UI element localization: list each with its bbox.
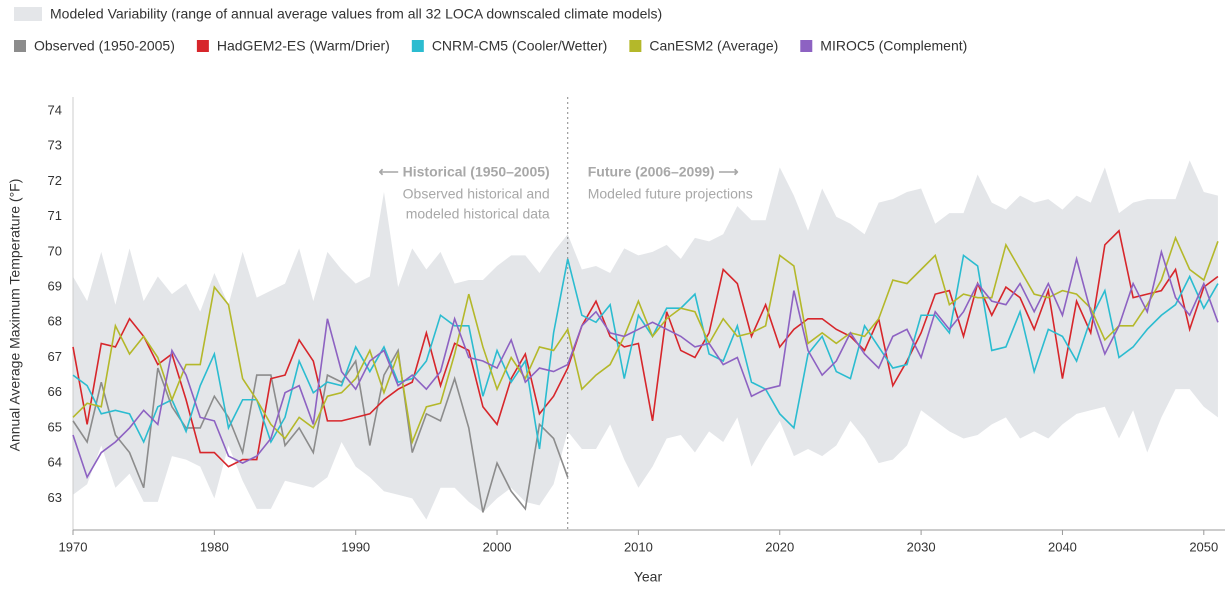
variability-band	[73, 160, 1218, 520]
legend-label: CNRM-CM5 (Cooler/Wetter)	[432, 38, 608, 54]
y-tick-label: 67	[48, 349, 62, 364]
x-axis-label: Year	[634, 569, 663, 585]
y-axis-label: Annual Average Maximum Temperature (°F)	[7, 179, 23, 452]
legend-label: Modeled Variability (range of annual ave…	[50, 6, 662, 22]
legend-swatch	[14, 40, 26, 52]
y-tick-label: 63	[48, 490, 62, 505]
x-tick-label: 2010	[624, 539, 653, 554]
y-tick-label: 74	[48, 103, 62, 118]
annotation-title: Future (2006–2099) ⟶	[588, 164, 739, 180]
y-tick-label: 72	[48, 173, 62, 188]
x-tick-label: 1980	[200, 539, 229, 554]
legend-swatch	[800, 40, 813, 52]
y-tick-label: 64	[48, 455, 62, 470]
x-tick-label: 1990	[341, 539, 370, 554]
legend-swatch	[196, 40, 209, 52]
legend-label: HadGEM2-ES (Warm/Drier)	[217, 38, 390, 54]
annotation-text: Observed historical and	[403, 186, 550, 202]
legend-swatch	[411, 40, 424, 52]
annotation-text: Modeled future projections	[588, 186, 753, 202]
x-tick-label: 2020	[765, 539, 794, 554]
x-tick-label: 2050	[1189, 539, 1218, 554]
x-tick-label: 2000	[483, 539, 512, 554]
annotation-text: modeled historical data	[406, 206, 550, 222]
annotation-title: ⟵ Historical (1950–2005)	[379, 164, 550, 180]
y-tick-label: 68	[48, 314, 62, 329]
legend-swatch	[629, 40, 642, 52]
legend-label: CanESM2 (Average)	[649, 38, 778, 54]
y-tick-label: 70	[48, 243, 62, 258]
y-tick-label: 65	[48, 419, 62, 434]
series-line	[72, 235, 1219, 445]
y-tick-label: 66	[48, 384, 62, 399]
x-tick-label: 1970	[59, 539, 88, 554]
x-tick-label: 2040	[1048, 539, 1077, 554]
x-tick-label: 2030	[907, 539, 936, 554]
legend-label: MIROC5 (Complement)	[820, 38, 967, 54]
y-tick-label: 69	[48, 279, 62, 294]
y-tick-label: 73	[48, 138, 62, 153]
legend-label: Observed (1950-2005)	[34, 38, 175, 54]
series-line	[72, 248, 1219, 480]
y-tick-label: 71	[48, 208, 62, 223]
legend-swatch	[14, 7, 42, 21]
